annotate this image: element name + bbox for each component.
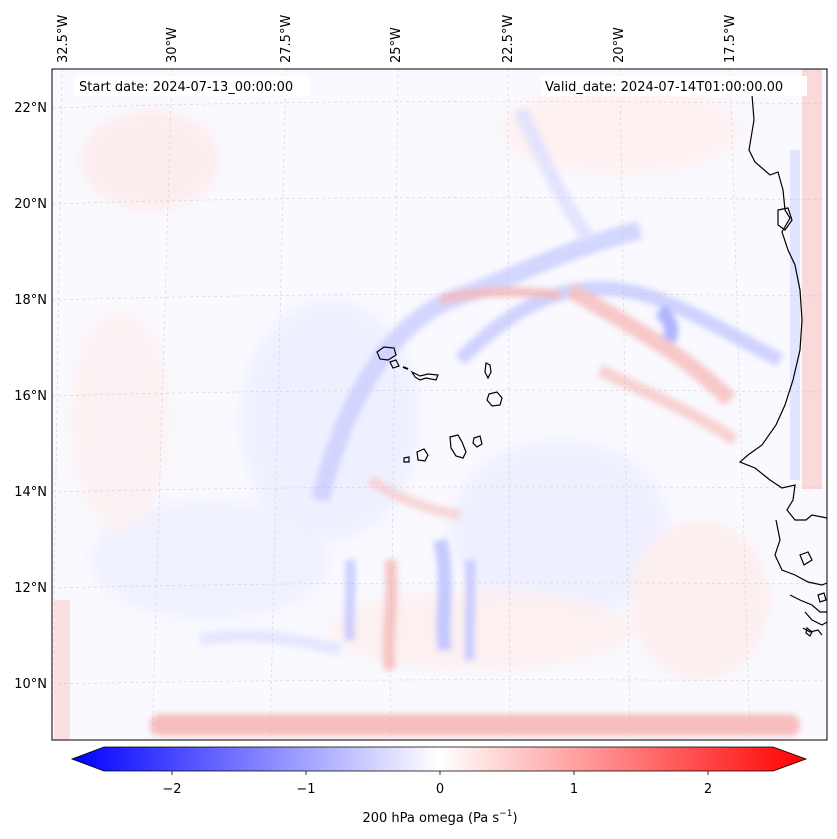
lon-label: 25°W [389,27,404,63]
field-band [198,629,342,656]
field-band [433,538,452,652]
start-date-text: Start date: 2024-07-13_00:00:00 [79,80,293,95]
field-patch [80,110,220,210]
field-band [438,286,561,305]
lon-label: 32.5°W [56,15,71,63]
field-band [382,559,398,671]
field-band [367,475,461,520]
valid-date-text: Valid_date: 2024-07-14T01:00:00.00 [545,80,783,95]
field-band [455,281,784,367]
lat-label: 22°N [14,101,47,116]
omega-field [54,69,822,740]
island-santo-antao [376,346,397,361]
coastlines [376,94,828,637]
lon-label: 20°W [612,27,627,63]
field-patch [70,310,170,530]
lon-label: 27.5°W [279,15,294,63]
field-edge-east-inner [790,150,800,480]
field-edge-south [150,714,800,736]
lat-label: 20°N [14,197,47,212]
island-santiago [449,434,467,459]
lat-label: 18°N [14,293,47,308]
island-sal [484,362,492,380]
colorbar-label-superscript: −1 [499,809,512,819]
colorbar-label-close: ) [512,811,517,826]
field-band [565,283,736,406]
field-band [464,559,476,661]
west-africa-islet [777,207,793,231]
colorbar-tick-label: 2 [704,782,712,797]
field-band [344,559,356,641]
colorbar-label: 200 hPa omega (Pa s−1) [362,809,517,826]
lat-label: 16°N [14,389,47,404]
west-africa-islet [817,592,827,603]
field-patch [500,85,740,175]
africa-coastline [738,94,828,586]
island-brava [403,456,410,463]
map-frame [51,68,828,741]
island-santa-luzia [402,366,409,370]
island-sao-nicolau [410,370,439,381]
field-patch [330,590,630,670]
colorbar-ticks [171,771,709,775]
field-patch [630,520,770,680]
colorbar-tick-label: −1 [296,782,315,797]
field-band [513,106,596,245]
colorbar: −2 −1 0 1 2 200 hPa omega (Pa s−1) [70,746,808,826]
island-boa-vista [486,391,503,407]
colorbar-tick-label: 0 [436,782,444,797]
map-panel: Start date: 2024-07-13_00:00:00 Valid_da… [51,68,828,741]
field-band [654,305,679,345]
valid-date-box [541,76,807,96]
west-africa-islet [805,626,813,637]
lat-label: 14°N [14,485,47,500]
longitude-labels: 32.5°W 30°W 27.5°W 25°W 22.5°W 20°W 17.5… [56,15,738,63]
colorbar-tick-label: 1 [570,782,578,797]
field-edge-west [54,600,70,740]
lat-label: 12°N [14,581,47,596]
island-sao-vicente [389,359,400,369]
colorbar-tick-label: −2 [162,782,181,797]
lat-label: 10°N [14,677,47,692]
field-edge-east [802,69,822,489]
latitude-labels: 22°N 20°N 18°N 16°N 14°N 12°N 10°N [14,101,47,692]
gridlines [52,69,827,740]
island-maio [472,435,483,448]
lon-label: 22.5°W [501,15,516,63]
lon-label: 17.5°W [723,15,738,63]
west-africa-islet [799,551,813,566]
field-band [597,364,739,445]
colorbar-label-main: 200 hPa omega (Pa s [362,811,499,826]
island-fogo [416,448,429,462]
lon-label: 30°W [165,27,180,63]
colorbar-tick-labels: −2 −1 0 1 2 [162,782,712,797]
field-patch [90,500,330,620]
colorbar-body [70,746,808,772]
start-date-box [74,76,310,96]
field-patch [450,440,670,620]
